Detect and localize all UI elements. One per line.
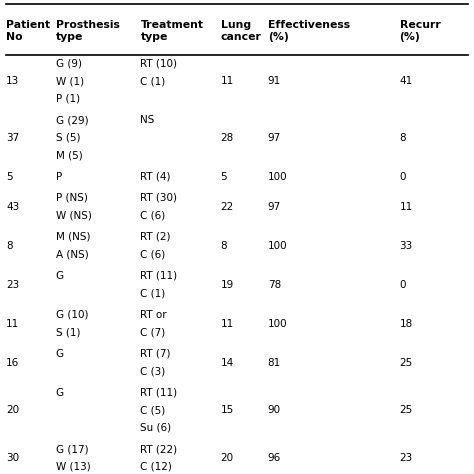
Text: 20: 20 [6,405,19,415]
Text: 30: 30 [6,453,19,463]
Text: 28: 28 [220,133,234,143]
Text: NS: NS [140,115,155,125]
Text: P (1): P (1) [55,94,80,104]
Text: 13: 13 [6,76,19,86]
Text: C (1): C (1) [140,76,165,86]
Text: 81: 81 [268,357,281,367]
Text: S (5): S (5) [55,133,80,143]
Text: Lung
cancer: Lung cancer [220,20,261,42]
Text: 19: 19 [220,280,234,290]
Text: Patient
No: Patient No [6,20,50,42]
Text: 11: 11 [6,319,19,328]
Text: G (17): G (17) [55,444,88,454]
Text: M (5): M (5) [55,150,82,160]
Text: G: G [55,388,64,398]
Text: 100: 100 [268,241,287,251]
Text: 8: 8 [220,241,227,251]
Text: RT (2): RT (2) [140,232,171,242]
Text: W (NS): W (NS) [55,210,91,220]
Text: C (3): C (3) [140,366,165,376]
Text: 43: 43 [6,202,19,212]
Text: A (NS): A (NS) [55,249,88,259]
Text: C (1): C (1) [140,289,165,299]
Text: 11: 11 [400,202,413,212]
Text: G (9): G (9) [55,58,82,68]
Text: Effectiveness
(%): Effectiveness (%) [268,20,350,42]
Text: C (12): C (12) [140,462,172,472]
Text: RT (30): RT (30) [140,193,177,203]
Text: M (NS): M (NS) [55,232,90,242]
Text: Recurr
(%): Recurr (%) [400,20,440,42]
Text: RT (22): RT (22) [140,444,178,454]
Text: C (6): C (6) [140,249,165,259]
Text: 11: 11 [220,319,234,328]
Text: 97: 97 [268,202,281,212]
Text: 5: 5 [6,172,13,182]
Text: 16: 16 [6,357,19,367]
Text: RT (7): RT (7) [140,349,171,359]
Text: C (5): C (5) [140,405,165,415]
Text: 18: 18 [400,319,413,328]
Text: 11: 11 [220,76,234,86]
Text: P: P [55,172,62,182]
Text: G: G [55,349,64,359]
Text: 8: 8 [6,241,13,251]
Text: Treatment
type: Treatment type [140,20,203,42]
Text: RT or: RT or [140,310,167,320]
Text: C (7): C (7) [140,328,165,337]
Text: 23: 23 [6,280,19,290]
Text: G (10): G (10) [55,310,88,320]
Text: RT (11): RT (11) [140,388,178,398]
Text: C (6): C (6) [140,210,165,220]
Text: 100: 100 [268,172,287,182]
Text: 22: 22 [220,202,234,212]
Text: RT (11): RT (11) [140,271,178,281]
Text: 25: 25 [400,405,413,415]
Text: 90: 90 [268,405,281,415]
Text: 0: 0 [400,172,406,182]
Text: 97: 97 [268,133,281,143]
Text: 41: 41 [400,76,413,86]
Text: 91: 91 [268,76,281,86]
Text: G (29): G (29) [55,115,88,125]
Text: 33: 33 [400,241,413,251]
Text: 37: 37 [6,133,19,143]
Text: 96: 96 [268,453,281,463]
Text: P (NS): P (NS) [55,193,88,203]
Text: RT (10): RT (10) [140,58,177,68]
Text: 14: 14 [220,357,234,367]
Text: W (1): W (1) [55,76,84,86]
Text: 25: 25 [400,357,413,367]
Text: Su (6): Su (6) [140,423,172,433]
Text: 5: 5 [220,172,227,182]
Text: RT (4): RT (4) [140,172,171,182]
Text: 8: 8 [400,133,406,143]
Text: G: G [55,271,64,281]
Text: 78: 78 [268,280,281,290]
Text: 0: 0 [400,280,406,290]
Text: W (13): W (13) [55,462,91,472]
Text: 23: 23 [400,453,413,463]
Text: S (1): S (1) [55,328,80,337]
Text: 20: 20 [220,453,234,463]
Text: 15: 15 [220,405,234,415]
Text: 100: 100 [268,319,287,328]
Text: Prosthesis
type: Prosthesis type [55,20,119,42]
